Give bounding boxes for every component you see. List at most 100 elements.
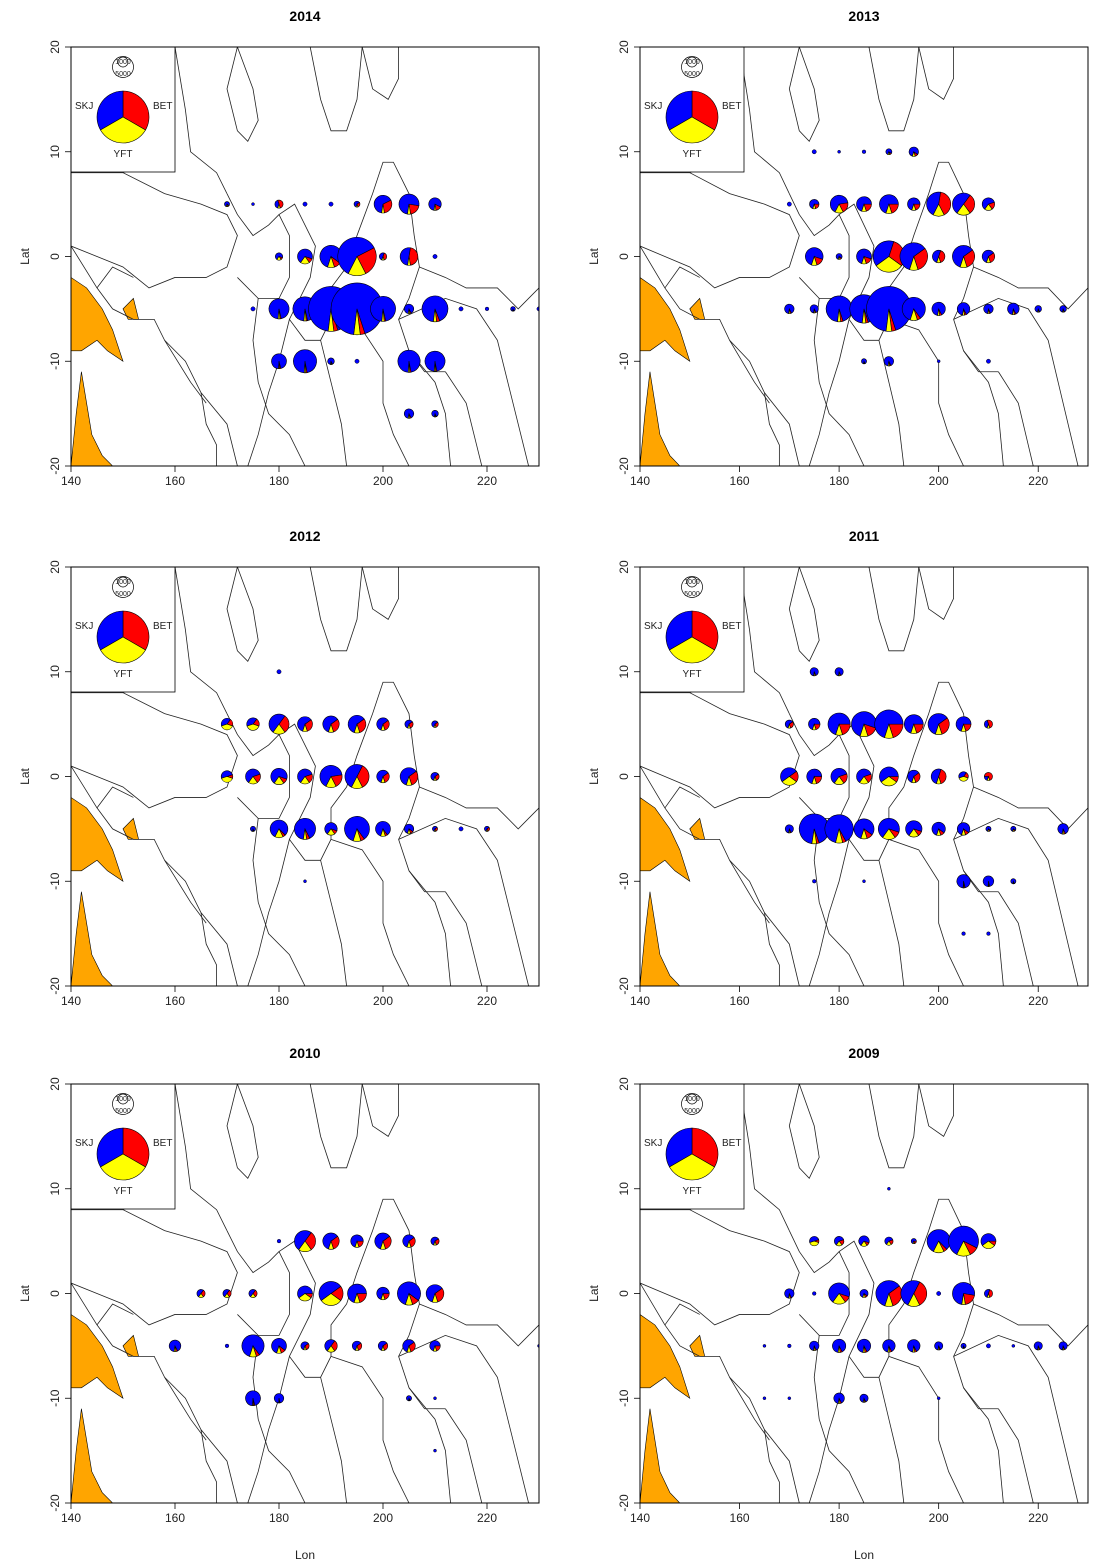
y-tick-label: -20 — [48, 1494, 62, 1512]
pie-slice-skj — [421, 295, 449, 323]
eez-boundary — [226, 1230, 290, 1336]
pie-slice-skj — [297, 716, 312, 732]
catch-pie — [827, 712, 851, 736]
pie-slice-skj — [430, 1236, 439, 1246]
pie-slice-skj — [96, 1127, 124, 1168]
catch-pie — [832, 1338, 847, 1353]
land-mass — [71, 891, 114, 986]
pie-slice-yft — [887, 1345, 891, 1353]
pie-slice-yft — [859, 775, 869, 785]
catch-pie — [297, 716, 313, 732]
pie-slice-yft — [833, 775, 845, 785]
catch-pie-dot — [986, 358, 991, 364]
eez-boundary — [664, 266, 700, 289]
pie-slice-yft — [278, 1398, 280, 1404]
eez-boundary — [226, 47, 259, 142]
legend: 1000 5000 SKJ BET YFT — [70, 566, 176, 693]
pie-slice-yft — [937, 308, 941, 316]
legend-label-bet: BET — [722, 101, 741, 112]
pie-slice-yft — [787, 723, 791, 729]
catch-pie — [856, 768, 872, 785]
pie-slice-yft — [959, 255, 968, 268]
x-tick-label: 140 — [630, 994, 650, 1008]
catch-pie-dot — [276, 1239, 282, 1244]
pie-slice-yft — [984, 203, 993, 211]
catch-pie — [376, 717, 390, 731]
pie-slice-skj — [856, 768, 872, 783]
pie-slice-yft — [347, 255, 367, 276]
catch-pie — [883, 356, 894, 367]
pie-slice-yft — [433, 1240, 437, 1246]
catch-pie — [245, 768, 261, 785]
base-map — [640, 1084, 1088, 1503]
catch-pie — [271, 353, 287, 370]
pie-slice-yft — [987, 827, 990, 832]
size-scale-small-circle — [686, 56, 698, 68]
pie-slice-yft — [434, 361, 436, 372]
base-map — [71, 47, 539, 466]
catch-pie-dot — [328, 201, 334, 207]
legend-label-bet: BET — [722, 621, 741, 632]
catch-pie — [347, 715, 367, 734]
catch-pie — [936, 359, 941, 363]
catch-pie — [834, 667, 844, 677]
pie-slice-yft — [956, 1240, 971, 1257]
catch-pie — [856, 248, 872, 265]
catch-pie — [458, 826, 464, 832]
eez-boundary — [200, 912, 218, 986]
pie-slice-skj — [430, 772, 439, 781]
pie-slice-yft — [884, 1292, 894, 1307]
catch-pie — [251, 202, 255, 206]
catch-pie-dot — [1011, 1344, 1016, 1348]
legend-pie — [96, 1127, 150, 1181]
catch-pie-dot — [433, 1396, 437, 1400]
catch-pie — [858, 1235, 870, 1247]
pie-slice-yft — [407, 723, 411, 729]
y-tick-label: -10 — [617, 872, 631, 890]
catch-pie — [276, 1239, 282, 1244]
x-tick-label: 180 — [829, 474, 849, 488]
catch-pie — [859, 1393, 869, 1403]
eez-boundary — [226, 567, 259, 662]
pie-slice-skj — [981, 249, 994, 263]
pie-slice-yft — [960, 723, 967, 732]
pie-slice-skj — [926, 191, 941, 216]
catch-pie-dot — [762, 1396, 767, 1400]
catch-pie-dot — [787, 1343, 792, 1348]
catch-pie — [432, 254, 438, 259]
catch-pie — [927, 713, 950, 736]
eez-boundary — [71, 245, 238, 466]
x-tick-label: 200 — [373, 474, 393, 488]
pie-slice-yft — [961, 827, 966, 836]
catch-pie — [319, 245, 343, 268]
pie-slice-skj — [402, 1234, 415, 1248]
catch-pie — [270, 768, 288, 785]
pie-slice-yft — [935, 723, 943, 736]
pie-slice-yft — [882, 828, 896, 840]
eez-boundary — [813, 818, 865, 986]
pie-slice-yft — [835, 723, 843, 736]
eez-boundary — [71, 1282, 238, 1503]
pie-slice-skj — [930, 768, 942, 785]
eez-boundary — [788, 1230, 850, 1336]
pie-slice-skj — [337, 236, 375, 275]
eez-boundary — [764, 1429, 780, 1503]
catch-pie — [932, 249, 946, 264]
pie-slice-yft — [328, 723, 334, 733]
catch-pie — [809, 667, 819, 677]
catch-pie-dot — [251, 202, 255, 206]
pie-slice-skj — [399, 247, 411, 266]
size-scale-large-circle — [681, 1093, 703, 1115]
pie-slice-yft — [932, 203, 945, 217]
catch-pie — [458, 306, 464, 312]
pie-slice-yft — [912, 1345, 916, 1353]
eez-boundary — [71, 172, 238, 289]
pie-slice-skj — [322, 1232, 339, 1250]
pie-slice-yft — [407, 361, 411, 373]
size-scale-small-circle — [117, 56, 129, 68]
catch-pie — [806, 768, 823, 785]
y-axis-title: Lat — [587, 247, 601, 264]
pie-slice-skj — [96, 90, 124, 131]
catch-pie — [762, 1396, 767, 1400]
